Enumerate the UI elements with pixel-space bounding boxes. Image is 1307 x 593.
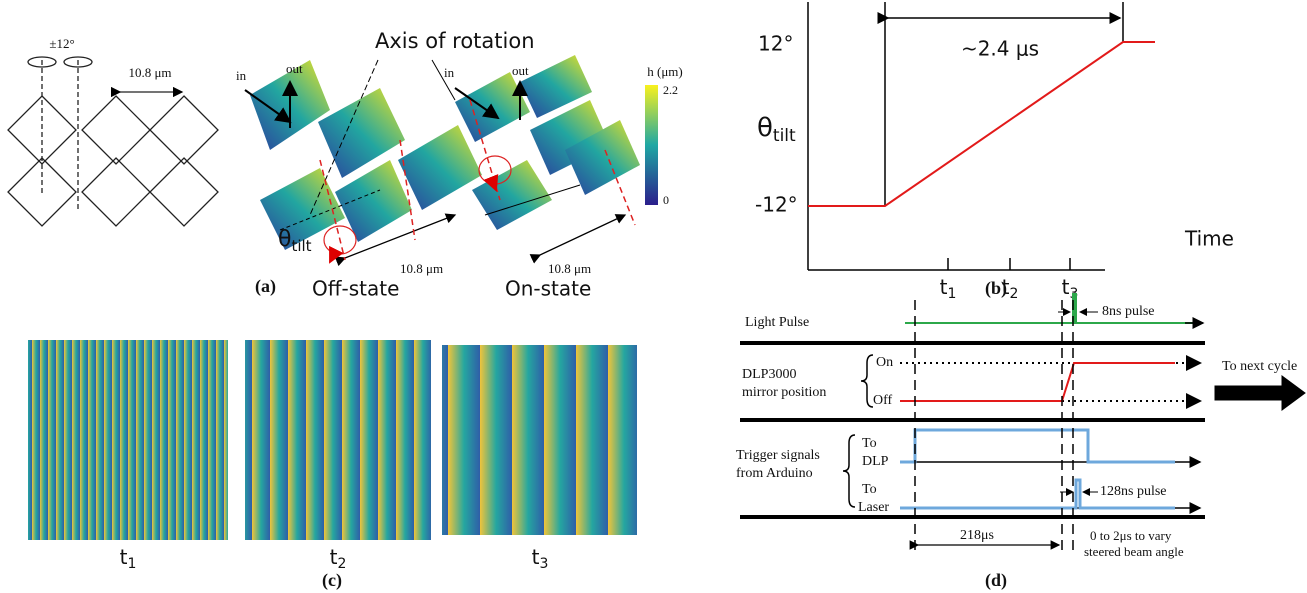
frame-label-base: t (532, 545, 540, 569)
tilt-range: ±12° (49, 36, 74, 51)
mirror-outline (82, 158, 150, 226)
mirror (455, 72, 530, 142)
off-state-label: Off-state (312, 277, 399, 301)
mirror-curve (900, 363, 1175, 401)
frame-label-base: t (330, 545, 338, 569)
delay-label: 218μs (960, 528, 994, 543)
dlp-trigger (900, 430, 1175, 462)
level-label: Off (873, 393, 893, 408)
panel-label: (d) (985, 570, 1007, 591)
steer-label: 0 to 2μs to vary (1090, 528, 1172, 543)
out-label: out (512, 63, 529, 78)
panel-d (740, 293, 1305, 555)
pitch-label: 10.8 μm (548, 261, 591, 276)
frame-image (28, 340, 228, 540)
theta: θ (278, 227, 291, 252)
frame-label: t3 (532, 545, 549, 573)
next-cycle-label: To next cycle (1222, 359, 1297, 374)
frame-label-sub: 3 (539, 556, 548, 572)
time-tick-label: t1 (940, 275, 957, 303)
row-label: mirror position (742, 385, 826, 400)
panel-label: (a) (255, 276, 276, 297)
tilt-curve (808, 42, 1155, 206)
colorbar-title: h (μm) (647, 64, 683, 79)
time-tick-label-sub: 1 (947, 286, 956, 302)
mirror-outline (82, 96, 150, 164)
colorbar-max: 2.2 (663, 83, 678, 97)
row-label: Light Pulse (745, 315, 809, 330)
frame-label: t1 (120, 545, 137, 573)
axis-label: Axis of rotation (375, 29, 535, 53)
pulse-label: 128ns pulse (1100, 484, 1167, 499)
pitch-label: 10.8 μm (128, 65, 171, 80)
row-label: from Arduino (736, 466, 813, 481)
signal-label: DLP (862, 454, 889, 469)
time-tick-label-base: t (940, 275, 948, 299)
theta-label: θtilt (757, 113, 796, 147)
theta-sub: tilt (291, 237, 311, 255)
time-tick-label-sub: 2 (1009, 286, 1018, 302)
pulse-label: 8ns pulse (1102, 304, 1155, 319)
brace (843, 435, 855, 507)
time-tick-label-base: t (1062, 275, 1070, 299)
pitch-label: 10.8 μm (400, 261, 443, 276)
panel-a (8, 57, 218, 226)
signal-label: To (862, 436, 877, 451)
signal-label: Laser (858, 500, 889, 515)
rotation-arrow (330, 252, 335, 262)
pitch-arrow (540, 215, 625, 255)
signal-label: To (862, 482, 877, 497)
time-label: Time (1184, 227, 1234, 251)
mirror (472, 160, 552, 230)
frame-label-base: t (120, 545, 128, 569)
frame-image (245, 340, 431, 540)
on-state-label: On-state (505, 277, 591, 301)
panel-label: (b) (985, 278, 1007, 299)
colorbar-min: 0 (663, 193, 669, 207)
bottom-angle: -12° (755, 193, 798, 217)
frame-label-sub: 1 (127, 556, 136, 572)
frame-image (442, 345, 637, 535)
mirror-outline (150, 158, 218, 226)
mirror-outline (150, 96, 218, 164)
in-label: in (236, 68, 247, 83)
steer-label: steered beam angle (1084, 544, 1184, 559)
theta: θ (757, 113, 773, 143)
duration-label: ~2.4 μs (961, 37, 1039, 61)
row-label: DLP3000 (742, 367, 796, 382)
frame-label: t2 (330, 545, 347, 573)
theta-sub: tilt (773, 126, 796, 146)
level-label: On (876, 355, 893, 370)
row-label: Trigger signals (736, 448, 820, 463)
figure: ±12° 10.8 μm h (μm) 2.2 0 Axis of rotati… (0, 0, 1307, 593)
out-label: out (286, 61, 303, 76)
mirror-outline (8, 96, 76, 164)
brace (861, 355, 873, 407)
next-cycle-arrow (1215, 376, 1305, 410)
mirror (398, 125, 482, 210)
colorbar (645, 85, 658, 205)
top-angle: 12° (758, 32, 793, 56)
panel-label: (c) (322, 570, 342, 591)
in-label: in (444, 65, 455, 80)
